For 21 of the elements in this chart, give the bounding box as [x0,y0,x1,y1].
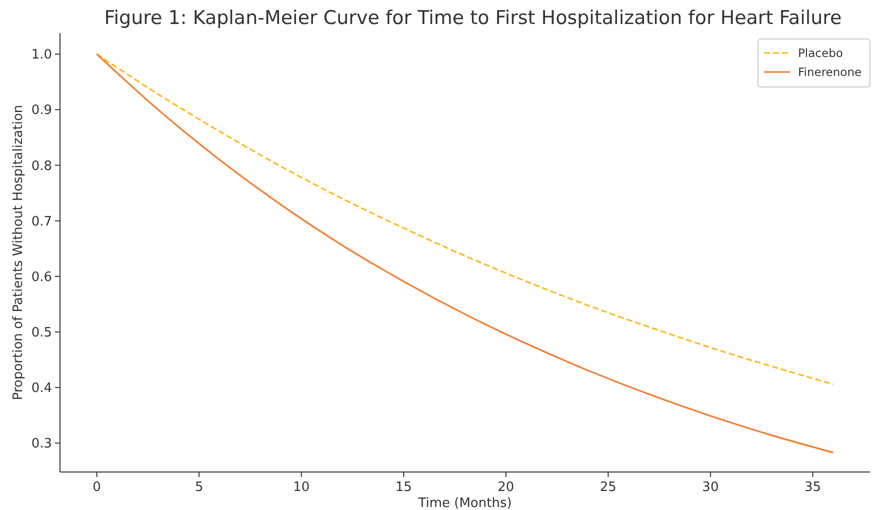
y-tick-label: 0.6 [31,270,52,285]
x-tick-label: 20 [498,480,514,495]
legend-label: Finerenone [798,65,862,79]
y-tick-label: 0.8 [31,158,52,174]
x-tick-label: 0 [92,480,101,495]
x-axis-title: Time (Months) [417,496,512,510]
y-tick-label: 0.7 [31,214,52,230]
y-tick-label: 0.5 [31,325,52,340]
y-tick-label: 0.4 [31,381,52,396]
x-tick-label: 5 [194,480,204,495]
y-tick-label: 1.0 [31,48,52,63]
x-tick-label: 15 [395,480,412,495]
x-tick-label: 25 [600,480,616,495]
x-tick-label: 35 [804,480,821,495]
legend-label: Placebo [798,46,843,60]
chart-title: Figure 1: Kaplan-Meier Curve for Time to First Hospitalization for Heart Failure [104,7,842,29]
x-tick-label: 10 [293,480,310,495]
y-tick-label: 0.3 [31,436,52,452]
y-axis-title: Proportion of Patients Without Hospitalization [11,104,26,400]
x-tick-label: 30 [702,480,719,495]
y-tick-label: 0.9 [31,103,52,118]
